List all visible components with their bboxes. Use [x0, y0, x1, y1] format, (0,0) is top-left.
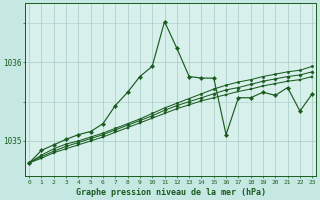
X-axis label: Graphe pression niveau de la mer (hPa): Graphe pression niveau de la mer (hPa) [76, 188, 266, 197]
